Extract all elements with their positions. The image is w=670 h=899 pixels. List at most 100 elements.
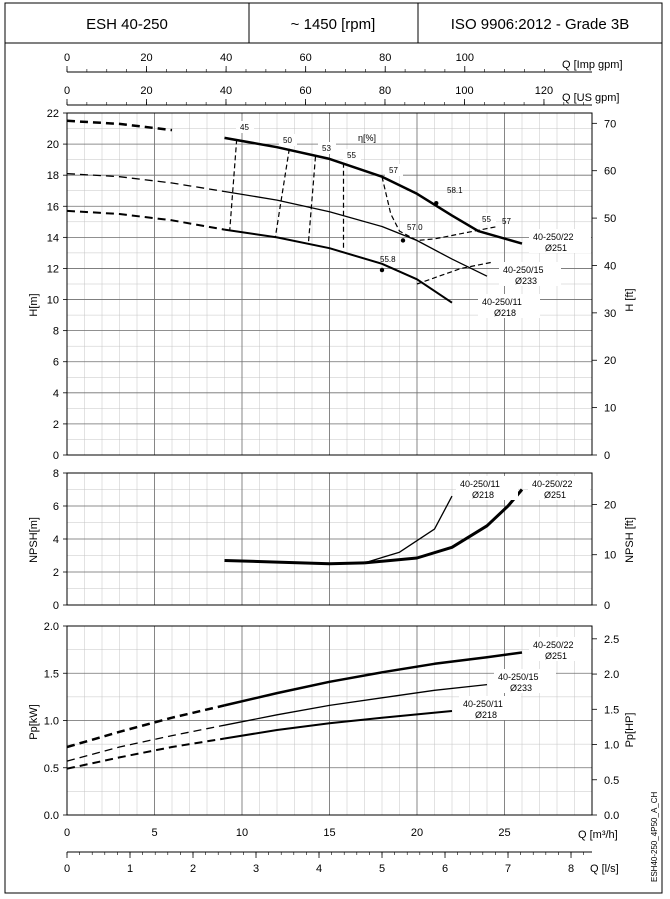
bep-point [434, 200, 439, 206]
header-speed: ~ 1450 [rpm] [291, 16, 376, 33]
y-tick-label: 20 [47, 139, 59, 151]
y-tick-label: 0.5 [44, 763, 59, 775]
iso-label-bg [478, 213, 496, 225]
power-curve-dashed [66, 724, 225, 762]
ls-tick-label: 3 [253, 863, 259, 875]
y-tick-label: 18 [47, 170, 59, 182]
ls-tick-label: 5 [379, 863, 385, 875]
iso-label-57b: 57 [502, 217, 511, 226]
imp-gpm-tick-label: 100 [456, 52, 474, 64]
right-tick-label: 30 [604, 308, 616, 320]
doc-code: ESH40-250_4P50_A_CH [650, 791, 659, 882]
right-tick-label: 0.0 [604, 810, 619, 822]
right-tick-label: 0 [604, 600, 610, 612]
us-gpm-tick-label: 20 [140, 85, 152, 97]
right-tick-label: 20 [604, 355, 616, 367]
npsh-ylabel-right: NPSH [ft] [624, 517, 636, 563]
m3h-tick-label: 15 [323, 827, 335, 839]
y-tick-label: 6 [53, 501, 59, 513]
head-series-label-diameter: Ø218 [494, 308, 516, 318]
m3h-tick-label: 25 [498, 827, 510, 839]
y-tick-label: 14 [47, 232, 59, 244]
plot-frame [66, 472, 593, 606]
us-gpm-tick-label: 0 [64, 85, 70, 97]
right-tick-label: 40 [604, 260, 616, 272]
head-curve-dashed [66, 209, 225, 231]
right-tick-label: 0.5 [604, 775, 619, 787]
npsh-series-label: 40-250/22 [532, 479, 573, 489]
m3h-axis: 0 5 10 15 20 25 [64, 827, 511, 839]
right-tick-label: 50 [604, 213, 616, 225]
power-curve [224, 710, 453, 740]
npsh-curve-common [224, 559, 365, 566]
head-series-label: 40-250/22 [533, 232, 574, 242]
ls-axis-label: Q [l/s] [590, 863, 619, 875]
efficiency-label: η[%] [358, 133, 376, 143]
iso-efficiency-label: 50 [283, 136, 292, 145]
head-series-label-bg [529, 229, 591, 253]
us-gpm-axis: 0 20 40 60 80 100 120 [64, 85, 592, 106]
y-tick-label: 1.0 [44, 716, 59, 728]
y-tick-label: 12 [47, 263, 59, 275]
m3h-tick-label: 10 [236, 827, 248, 839]
npsh-ylabel: NPSH[m] [28, 517, 40, 563]
npsh-series-label-bg [456, 476, 518, 500]
head-curve-dashed [66, 172, 225, 193]
y-tick-label: 0 [53, 450, 59, 462]
y-tick-label: 2.0 [44, 621, 59, 633]
iso-efficiency-line [307, 156, 317, 243]
head-series-label-diameter: Ø233 [515, 276, 537, 286]
head-ylabel-right: H [ft] [624, 288, 636, 311]
iso-label-bg [236, 121, 254, 133]
m3h-axis-label: Q [m³/h] [578, 829, 618, 841]
power-series-label-diameter: Ø251 [545, 651, 567, 661]
ls-tick-label: 8 [568, 863, 574, 875]
head-ylabel: H[m] [28, 293, 40, 316]
npsh-series-label-diameter: Ø218 [472, 490, 494, 500]
head-series-label: 40-250/15 [503, 265, 544, 275]
ls-tick-label: 0 [64, 863, 70, 875]
ls-tick-label: 6 [442, 863, 448, 875]
power-curve [224, 683, 488, 726]
power-curve [224, 651, 523, 707]
y-tick-label: 4 [53, 534, 59, 546]
power-ylabel-right: Pp[HP] [624, 713, 636, 748]
y-tick-label: 16 [47, 201, 59, 213]
right-tick-label: 1.0 [604, 740, 619, 752]
head-curve-dashed [66, 119, 173, 132]
bep-point [400, 238, 406, 243]
right-tick-label: 10 [604, 403, 616, 415]
head-series-label: 40-250/11 [482, 297, 522, 307]
power-panel: 0.0 0.5 1.0 1.5 2.0 0.0 0.5 1.0 1.5 2.0 2.5 40-250/… [44, 621, 620, 822]
outer-frame [4, 2, 663, 894]
imp-gpm-axis: 0 20 40 60 80 100 [64, 52, 592, 73]
imp-gpm-tick-label: 60 [300, 52, 312, 64]
npsh-curve [364, 488, 524, 565]
head-curve [224, 228, 453, 304]
bep-label: 58.1 [447, 186, 463, 195]
head-panel: 0 2 4 6 8 10 12 14 16 18 20 22 0 10 20 30 40 50 60 70 45 50 53… [47, 108, 617, 462]
us-gpm-axis-label: Q [US gpm] [562, 92, 619, 104]
iso-efficiency-line [381, 176, 498, 242]
y-tick-label: 8 [53, 468, 59, 480]
ls-tick-label: 2 [190, 863, 196, 875]
right-tick-label: 2.5 [604, 634, 619, 646]
right-tick-label: 70 [604, 118, 616, 130]
ls-tick-label: 7 [505, 863, 511, 875]
ls-tick-label: 4 [316, 863, 322, 875]
y-tick-label: 0.0 [44, 810, 59, 822]
iso-efficiency-label: 53 [322, 144, 331, 153]
ls-tick-label: 1 [127, 863, 133, 875]
us-gpm-tick-label: 60 [299, 85, 311, 97]
power-series-label: 40-250/11 [463, 699, 503, 709]
power-ylabel: Pp[kW] [28, 704, 40, 739]
y-tick-label: 0 [53, 600, 59, 612]
imp-gpm-axis-label: Q [Imp gpm] [562, 59, 623, 71]
iso-efficiency-label: 55 [482, 215, 491, 224]
y-tick-label: 8 [53, 326, 59, 338]
y-tick-label: 4 [53, 388, 59, 400]
y-tick-label: 6 [53, 357, 59, 369]
header-model: ESH 40-250 [86, 16, 168, 33]
power-series-label-bg [494, 669, 556, 693]
